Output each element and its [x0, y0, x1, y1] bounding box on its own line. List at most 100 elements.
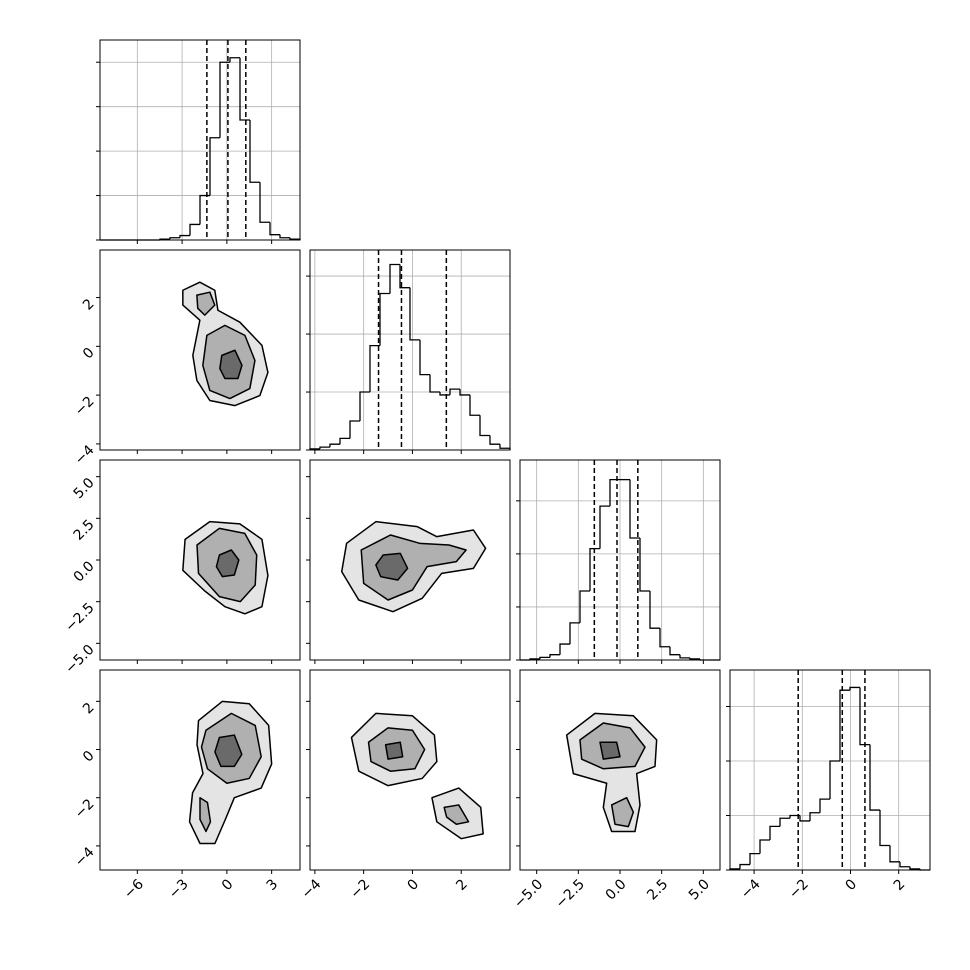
- histogram-step: [369, 345, 380, 393]
- y-tick-label: −2: [72, 393, 98, 419]
- histogram-step: [779, 817, 790, 827]
- histogram-step: [819, 798, 830, 813]
- x-tick-label: 3: [264, 876, 282, 894]
- histogram-step: [479, 415, 490, 437]
- histogram-step: [589, 547, 600, 592]
- x-tick-label: −2: [347, 876, 373, 902]
- histogram-step: [869, 744, 880, 811]
- x-tick-label: −6: [121, 876, 147, 902]
- histogram-step: [339, 437, 350, 445]
- x-tick-label: −3: [166, 876, 192, 902]
- x-tick-label: 0: [404, 876, 422, 894]
- histogram-step: [459, 389, 470, 396]
- histogram-step: [609, 478, 620, 507]
- panel-frame: [99, 249, 301, 451]
- histogram-step: [429, 374, 440, 393]
- histogram-step: [439, 392, 450, 396]
- histogram-step: [349, 420, 360, 439]
- panel-frame: [729, 669, 931, 871]
- histogram-step: [859, 687, 870, 746]
- histogram-step: [179, 234, 190, 238]
- histogram-step: [419, 339, 430, 376]
- histogram-step: [839, 689, 850, 762]
- histogram-step: [259, 182, 270, 223]
- x-tick-label: 2.5: [644, 876, 671, 903]
- histogram-step: [569, 622, 580, 645]
- histogram-step: [549, 654, 560, 658]
- contour: [196, 291, 216, 316]
- histogram-step: [359, 391, 370, 422]
- histogram-step: [599, 505, 610, 549]
- panel-frame: [99, 669, 301, 871]
- histogram-step: [559, 643, 570, 655]
- panel-frame: [309, 249, 511, 451]
- y-tick-label: −2.5: [62, 600, 97, 635]
- histogram-step: [409, 287, 420, 341]
- x-tick-label: 2: [453, 876, 471, 894]
- y-tick-label: −5.0: [62, 642, 97, 677]
- x-tick-label: −4: [299, 876, 325, 902]
- histogram-step: [799, 815, 810, 822]
- panel-frame: [99, 39, 301, 241]
- histogram-step: [269, 222, 280, 236]
- contour: [384, 741, 404, 760]
- x-tick-label: −2: [786, 876, 812, 902]
- histogram-step: [889, 845, 900, 863]
- y-tick-label: 2: [80, 700, 98, 718]
- histogram-step: [629, 479, 640, 539]
- histogram-step: [169, 237, 180, 240]
- x-tick-label: 2: [891, 876, 909, 894]
- histogram-step: [279, 234, 290, 239]
- histogram-step: [499, 444, 511, 450]
- histogram-step: [759, 839, 770, 854]
- histogram-step: [659, 628, 670, 648]
- y-tick-label: 5.0: [71, 475, 98, 502]
- histogram-step: [199, 194, 210, 225]
- contour: [360, 534, 467, 601]
- histogram-step: [489, 435, 500, 445]
- histogram-step: [899, 861, 910, 868]
- histogram-step: [329, 443, 340, 448]
- histogram-step: [379, 292, 390, 346]
- histogram-step: [229, 57, 240, 63]
- histogram-step: [319, 446, 330, 449]
- histogram-step: [579, 590, 590, 623]
- y-tick-label: −4: [72, 442, 98, 468]
- histogram-step: [829, 760, 840, 800]
- histogram-step: [189, 223, 200, 236]
- histogram-step: [219, 61, 230, 138]
- contour: [214, 734, 243, 768]
- y-tick-label: 0.0: [71, 558, 98, 585]
- histogram-step: [849, 686, 860, 691]
- histogram-step: [389, 263, 400, 294]
- histogram-step: [399, 264, 410, 289]
- x-tick-label: 0: [219, 876, 237, 894]
- histogram-step: [739, 863, 750, 869]
- histogram-step: [789, 814, 800, 819]
- y-tick-label: 0: [80, 748, 98, 766]
- contour: [443, 804, 470, 825]
- y-tick-label: 2: [80, 296, 98, 314]
- x-tick-label: −2.5: [553, 876, 588, 911]
- histogram-step: [239, 57, 250, 121]
- y-tick-label: −4: [72, 844, 98, 870]
- x-tick-label: −5.0: [511, 876, 546, 911]
- contour: [215, 549, 240, 578]
- x-tick-label: 5.0: [686, 876, 713, 903]
- histogram-step: [679, 654, 690, 659]
- panel-frame: [309, 669, 511, 871]
- histogram-step: [689, 657, 700, 660]
- contour: [375, 552, 409, 581]
- histogram-step: [449, 388, 460, 395]
- histogram-step: [879, 810, 890, 847]
- histogram-step: [539, 656, 550, 659]
- histogram-step: [469, 394, 480, 416]
- histogram-step: [909, 866, 920, 870]
- histogram-step: [639, 537, 650, 592]
- histogram-step: [669, 646, 680, 656]
- x-tick-label: 0: [843, 876, 861, 894]
- histogram-step: [249, 120, 260, 183]
- histogram-step: [769, 825, 780, 841]
- x-tick-label: −4: [738, 876, 764, 902]
